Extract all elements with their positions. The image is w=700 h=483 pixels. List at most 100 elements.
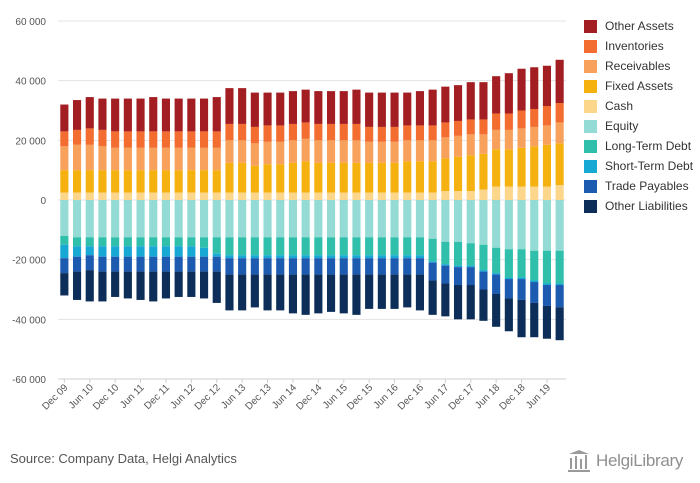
bar-other-assets [453, 85, 463, 121]
bar-long-term-debt [98, 237, 107, 247]
legend-swatch [584, 199, 597, 213]
bar-fixed-assets [377, 162, 386, 193]
bar-other-assets [403, 92, 412, 126]
bar-trade-payables [466, 267, 475, 286]
bar-other-liabilities [72, 271, 82, 300]
bar-other-liabilities [479, 289, 488, 321]
bar-other-assets [390, 92, 399, 127]
legend-label: Equity [605, 119, 639, 133]
bar-receivables [187, 147, 196, 171]
bar-fixed-assets [85, 170, 94, 193]
bar-cash [504, 186, 513, 200]
legend-item: Cash [584, 96, 693, 116]
bar-equity [530, 200, 539, 251]
x-tick-label: Jun 17 [422, 382, 451, 411]
bar-short-term-debt [238, 255, 247, 259]
bar-inventories [403, 125, 412, 141]
bar-other-assets [238, 88, 247, 124]
bar-other-liabilities [390, 274, 399, 309]
bar-long-term-debt [111, 237, 120, 247]
bar-fixed-assets [339, 162, 348, 193]
legend-item: Other Assets [584, 16, 693, 36]
bar-long-term-debt [339, 237, 348, 256]
bar-long-term-debt [504, 249, 513, 278]
bar-cash [542, 186, 552, 200]
bar-fixed-assets [441, 158, 450, 192]
bar-long-term-debt [212, 237, 221, 254]
bar-receivables [479, 134, 488, 154]
bar-trade-payables [212, 256, 221, 272]
bar-fixed-assets [415, 161, 425, 193]
bar-fixed-assets [542, 144, 552, 187]
bar-long-term-debt [250, 237, 259, 256]
bar-other-assets [174, 98, 183, 132]
bar-receivables [390, 141, 399, 163]
bar-trade-payables [149, 256, 158, 272]
x-tick-label: Jun 11 [118, 382, 147, 411]
bar-other-assets [428, 89, 437, 126]
bar-trade-payables [98, 256, 107, 272]
bar-cash [441, 191, 450, 200]
bar-other-assets [314, 91, 323, 124]
bar-long-term-debt [174, 237, 183, 247]
bar-cash [199, 192, 209, 200]
bar-equity [504, 200, 513, 250]
bar-long-term-debt [555, 250, 564, 284]
logo-text: HelgiLibrary [596, 451, 684, 470]
bar-other-assets [555, 59, 564, 104]
bar-receivables [111, 147, 120, 171]
bar-cash [479, 189, 488, 200]
bar-cash [174, 192, 183, 200]
bar-other-liabilities [187, 271, 196, 297]
bar-receivables [403, 140, 412, 162]
bar-inventories [530, 109, 539, 127]
bar-fixed-assets [365, 162, 374, 193]
x-tick-label: Dec 17 [447, 382, 477, 412]
bar-trade-payables [517, 279, 526, 300]
bar-equity [415, 200, 425, 238]
bar-other-assets [85, 97, 94, 129]
bar-long-term-debt [453, 241, 463, 266]
bar-other-liabilities [377, 274, 386, 309]
bar-fixed-assets [453, 156, 463, 192]
bar-trade-payables [314, 258, 323, 275]
bar-fixed-assets [111, 170, 120, 193]
x-tick-label: Dec 13 [243, 382, 273, 412]
bar-receivables [238, 140, 247, 163]
bar-other-liabilities [339, 274, 348, 314]
bar-other-liabilities [326, 274, 336, 312]
bar-cash [250, 192, 259, 200]
bar-cash [187, 192, 196, 200]
bar-long-term-debt [263, 237, 272, 256]
bar-trade-payables [60, 258, 69, 274]
legend-label: Fixed Assets [605, 79, 674, 93]
bar-receivables [377, 141, 386, 163]
bar-receivables [453, 135, 463, 157]
bar-other-assets [263, 92, 272, 126]
bar-other-liabilities [288, 274, 298, 314]
bar-cash [453, 191, 463, 200]
chart-plot: 60 000 40 000 20 000 0 -20 000 -40 000 -60 000… [12, 17, 566, 413]
bar-receivables [276, 141, 285, 165]
bar-short-term-debt [453, 265, 463, 268]
bar-other-liabilities [492, 293, 501, 327]
bar-receivables [123, 147, 132, 171]
bar-trade-payables [263, 258, 272, 275]
bar-short-term-debt [352, 255, 361, 259]
bar-short-term-debt [377, 255, 386, 259]
bar-long-term-debt [276, 237, 285, 256]
x-tick-label: Dec 11 [142, 382, 172, 412]
bar-short-term-debt [479, 270, 488, 272]
bar-fixed-assets [492, 149, 501, 187]
bar-other-liabilities [276, 274, 285, 311]
bar-receivables [365, 141, 374, 163]
bar-cash [60, 192, 69, 200]
bar-other-liabilities [555, 307, 564, 341]
bar-equity [352, 200, 361, 238]
bar-fixed-assets [250, 165, 259, 193]
bar-receivables [85, 144, 94, 171]
bar-receivables [288, 140, 298, 163]
legend-item: Receivables [584, 56, 693, 76]
bar-short-term-debt [504, 277, 513, 280]
y-tick-label: 0 [40, 196, 46, 207]
